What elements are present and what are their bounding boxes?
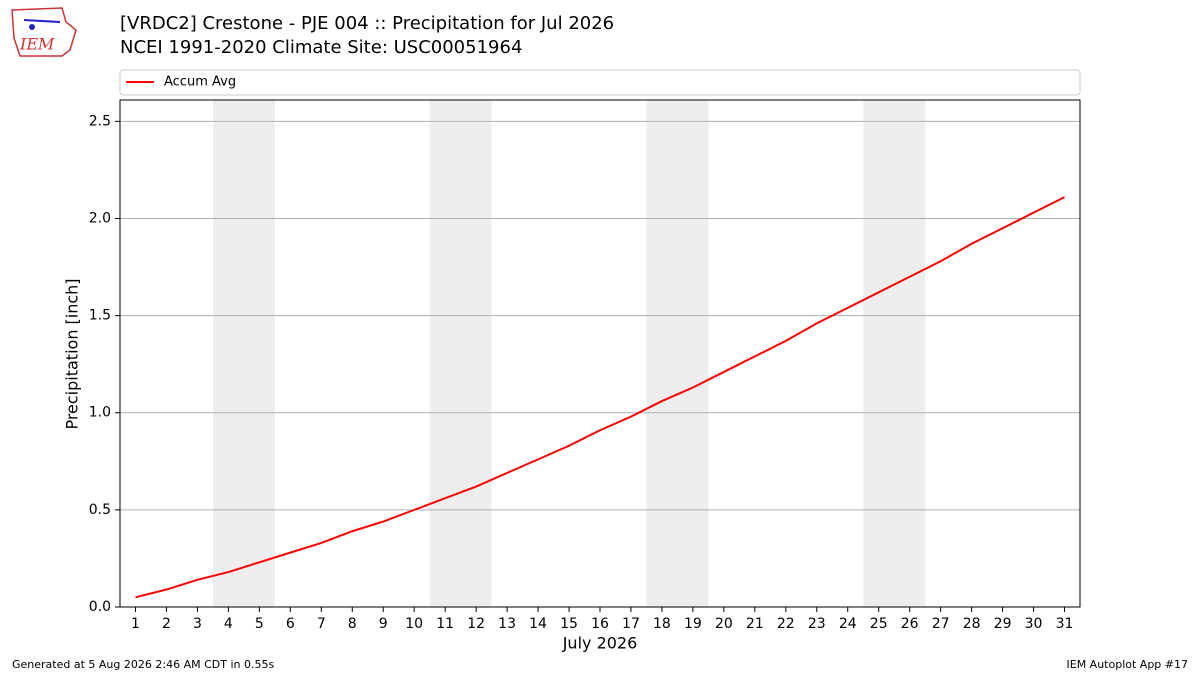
footer-right: IEM Autoplot App #17 <box>1067 658 1189 671</box>
x-tick-label: 5 <box>255 616 264 632</box>
x-tick-label: 27 <box>932 616 950 632</box>
logo-text: IEM <box>19 35 55 54</box>
plot-frame <box>119 99 1081 608</box>
weekend-band <box>863 100 926 607</box>
x-tick-label: 31 <box>1056 616 1074 632</box>
y-tick-label: 0.5 <box>89 502 111 518</box>
x-tick-label: 20 <box>715 616 733 632</box>
x-tick-label: 17 <box>622 616 640 632</box>
x-tick-label: 11 <box>436 616 454 632</box>
x-tick-label: 19 <box>684 616 702 632</box>
y-axis-label: Precipitation [inch] <box>63 278 82 429</box>
x-tick-label: 3 <box>193 616 202 632</box>
x-tick-label: 26 <box>901 616 919 632</box>
x-tick-label: 21 <box>746 616 764 632</box>
x-tick-label: 23 <box>808 616 826 632</box>
x-tick-label: 12 <box>467 616 485 632</box>
x-tick-label: 13 <box>498 616 516 632</box>
chart-subtitle: NCEI 1991-2020 Climate Site: USC00051964 <box>120 37 522 58</box>
x-tick-label: 15 <box>560 616 578 632</box>
y-tick-label: 0.0 <box>89 599 111 615</box>
y-tick-label: 1.5 <box>89 308 111 324</box>
legend-box <box>119 69 1081 96</box>
x-tick-label: 10 <box>405 616 423 632</box>
data-line <box>135 196 1065 599</box>
x-tick-label: 7 <box>317 616 326 632</box>
x-tick-label: 24 <box>839 616 857 632</box>
x-tick-label: 4 <box>224 616 233 632</box>
x-tick-label: 29 <box>994 616 1012 632</box>
footer-left: Generated at 5 Aug 2026 2:46 AM CDT in 0… <box>12 658 274 671</box>
x-tick-label: 14 <box>529 616 547 632</box>
x-tick-label: 6 <box>286 616 295 632</box>
legend-label: Accum Avg <box>164 75 236 90</box>
x-tick-label: 2 <box>162 616 171 632</box>
y-tick-label: 2.5 <box>89 113 111 129</box>
y-tick-label: 2.0 <box>89 210 111 226</box>
logo: IEM <box>11 7 77 57</box>
logo-mark <box>29 24 35 30</box>
x-tick-label: 28 <box>963 616 981 632</box>
weekend-band <box>646 100 709 607</box>
x-tick-label: 9 <box>379 616 388 632</box>
x-axis-label: July 2026 <box>562 634 638 653</box>
x-tick-label: 1 <box>131 616 140 632</box>
weekend-band <box>212 100 275 607</box>
logo-mark <box>23 19 61 23</box>
x-tick-label: 25 <box>870 616 888 632</box>
y-tick-label: 1.0 <box>89 405 111 421</box>
chart-title: [VRDC2] Crestone - PJE 004 :: Precipitat… <box>120 13 614 34</box>
weekend-band <box>429 100 492 607</box>
x-tick-label: 16 <box>591 616 609 632</box>
x-tick-label: 18 <box>653 616 671 632</box>
x-tick-label: 30 <box>1025 616 1043 632</box>
x-tick-label: 22 <box>777 616 795 632</box>
x-tick-label: 8 <box>348 616 357 632</box>
